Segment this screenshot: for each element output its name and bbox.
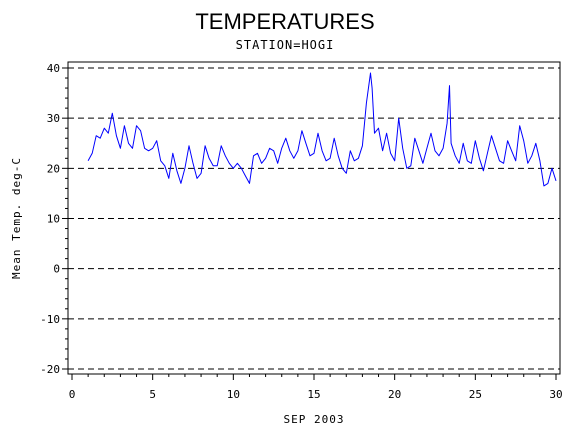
x-tick-label: 20 <box>388 388 401 401</box>
x-tick-label: 15 <box>307 388 320 401</box>
y-axis-label: Mean Temp. deg-C <box>10 157 23 279</box>
y-tick-label: 0 <box>53 263 60 276</box>
y-tick-label: -20 <box>40 363 60 376</box>
chart-title: TEMPERATURES <box>195 9 374 34</box>
x-tick-label: 25 <box>469 388 482 401</box>
y-tick-label: 20 <box>47 162 60 175</box>
y-tick-label: 30 <box>47 112 60 125</box>
y-tick-label: -10 <box>40 313 60 326</box>
x-axis-label: SEP 2003 <box>284 413 345 426</box>
chart-subtitle: STATION=HOGI <box>236 38 335 52</box>
axis-ticks: -20 -10 0 10 20 30 40 0 5 10 15 20 25 30 <box>40 62 563 401</box>
x-tick-label: 10 <box>227 388 240 401</box>
y-tick-label: 40 <box>47 62 60 75</box>
x-tick-label: 5 <box>149 388 156 401</box>
series-layer <box>87 72 557 187</box>
temperature-line <box>87 72 557 187</box>
x-tick-label: 0 <box>69 388 76 401</box>
x-tick-label: 30 <box>549 388 562 401</box>
grid-lines <box>68 67 560 370</box>
y-tick-label: 10 <box>47 213 60 226</box>
